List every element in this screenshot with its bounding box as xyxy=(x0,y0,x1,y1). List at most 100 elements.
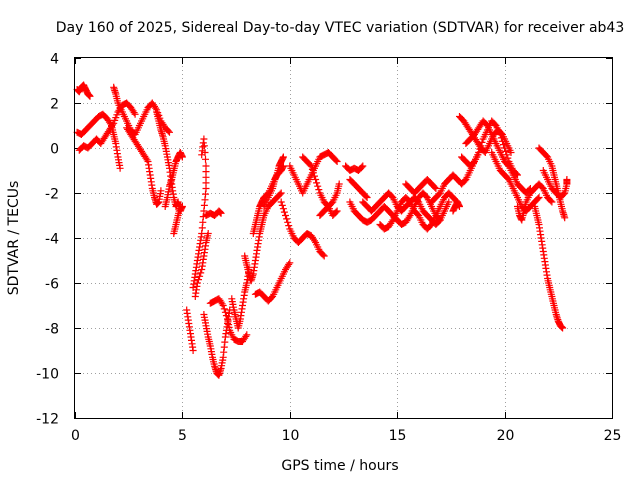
data-point-plus xyxy=(312,176,320,183)
x-tick-label: 25 xyxy=(604,428,622,444)
data-point-plus xyxy=(308,165,316,173)
data-point-plus xyxy=(540,254,548,262)
data-point-plus xyxy=(218,300,226,308)
series-arc-1 xyxy=(73,81,94,100)
data-point-plus xyxy=(86,92,94,100)
data-point-plus xyxy=(560,190,568,198)
data-point-plus xyxy=(276,190,284,198)
series-arc-2 xyxy=(73,110,124,172)
data-point-plus xyxy=(559,209,567,217)
data-point-plus xyxy=(196,272,204,280)
data-point-plus xyxy=(116,164,124,172)
series-arc-36 xyxy=(514,180,556,224)
series-arc-35 xyxy=(488,149,543,215)
y-tick-label: 2 xyxy=(50,97,59,113)
data-point-plus xyxy=(333,207,341,215)
series-arc-37 xyxy=(531,203,567,332)
data-point-plus xyxy=(152,104,160,112)
series-arc-28 xyxy=(376,189,461,233)
data-point-plus xyxy=(204,230,212,237)
series-arc-11 xyxy=(191,230,212,300)
data-point-plus xyxy=(535,194,543,201)
data-point-plus xyxy=(309,169,317,177)
y-tick-label: -10 xyxy=(36,367,59,383)
data-point-plus xyxy=(280,208,288,216)
x-tick-label: 20 xyxy=(497,428,515,444)
data-point-plus xyxy=(496,131,504,138)
data-point-plus xyxy=(534,195,542,203)
series-arc-24 xyxy=(342,162,367,174)
data-point-plus xyxy=(319,251,327,259)
data-point-plus xyxy=(314,182,322,190)
series-arc-9 xyxy=(183,306,197,354)
data-point-plus xyxy=(283,215,291,223)
data-point-plus xyxy=(497,134,505,142)
series-arc-7 xyxy=(161,149,186,210)
series-arc-27 xyxy=(359,189,453,228)
series-arc-22 xyxy=(299,153,343,210)
series-arc-3 xyxy=(75,99,139,154)
data-point-plus xyxy=(285,222,293,230)
data-point-plus xyxy=(178,153,186,161)
chart-title: Day 160 of 2025, Sidereal Day-to-day VTE… xyxy=(56,20,625,36)
data-point-plus xyxy=(320,252,328,260)
data-point-plus xyxy=(432,185,440,192)
y-axis-label: SDTVAR / TECUs xyxy=(6,181,22,296)
x-tick-label: 15 xyxy=(389,428,407,444)
data-point-plus xyxy=(282,212,289,219)
series-arc-19 xyxy=(260,153,287,210)
data-point-plus xyxy=(131,110,139,118)
data-point-plus xyxy=(563,176,571,183)
data-point-plus xyxy=(332,156,340,164)
data-point-plus xyxy=(456,203,463,210)
plot-frame xyxy=(74,57,613,419)
data-point-plus xyxy=(445,198,453,206)
y-tick-label: -8 xyxy=(45,322,59,338)
data-point-plus xyxy=(157,187,165,195)
series-arc-21 xyxy=(286,149,341,197)
data-point-plus xyxy=(189,347,197,354)
data-point-plus xyxy=(475,149,483,156)
data-point-plus xyxy=(537,234,545,242)
data-point-plus xyxy=(431,183,439,191)
series-arc-16 xyxy=(241,189,285,285)
data-point-plus xyxy=(202,155,209,163)
data-point-plus xyxy=(547,197,555,205)
data-point-plus xyxy=(477,142,485,150)
data-point-plus xyxy=(362,192,370,200)
series-arc-13 xyxy=(200,306,234,379)
data-points xyxy=(73,81,571,379)
data-point-plus xyxy=(478,138,486,146)
series-arc-18 xyxy=(251,259,294,305)
series-arc-39 xyxy=(539,167,571,201)
y-tick-labels: -12 -10 -8 -6 -4 -2 0 2 4 xyxy=(36,52,59,428)
data-point-plus xyxy=(279,153,287,161)
data-point-plus xyxy=(176,203,184,210)
data-point-plus xyxy=(284,218,292,226)
series-arc-10 xyxy=(189,135,210,291)
data-point-plus xyxy=(285,260,293,268)
data-point-plus xyxy=(476,145,484,153)
data-point-plus xyxy=(363,194,371,201)
series-arc-34 xyxy=(462,117,534,197)
data-point-plus xyxy=(307,162,315,170)
data-point-plus xyxy=(313,179,321,187)
data-point-plus xyxy=(359,162,367,170)
data-point-plus xyxy=(198,151,206,159)
data-point-plus xyxy=(277,198,285,206)
data-point-plus xyxy=(333,158,341,165)
data-point-plus xyxy=(193,279,201,287)
x-tick-label: 5 xyxy=(178,428,187,444)
x-axis-label: GPS time / hours xyxy=(281,458,398,474)
data-point-plus xyxy=(195,276,202,284)
series-arc-20 xyxy=(277,198,328,260)
data-point-plus xyxy=(499,137,506,145)
data-point-plus xyxy=(197,269,205,277)
series-arc-14 xyxy=(206,295,251,345)
data-point-plus xyxy=(222,312,230,320)
data-point-plus xyxy=(388,218,396,226)
data-point-plus xyxy=(561,214,569,222)
data-point-plus xyxy=(315,186,323,194)
x-tick-label: 10 xyxy=(282,428,300,444)
